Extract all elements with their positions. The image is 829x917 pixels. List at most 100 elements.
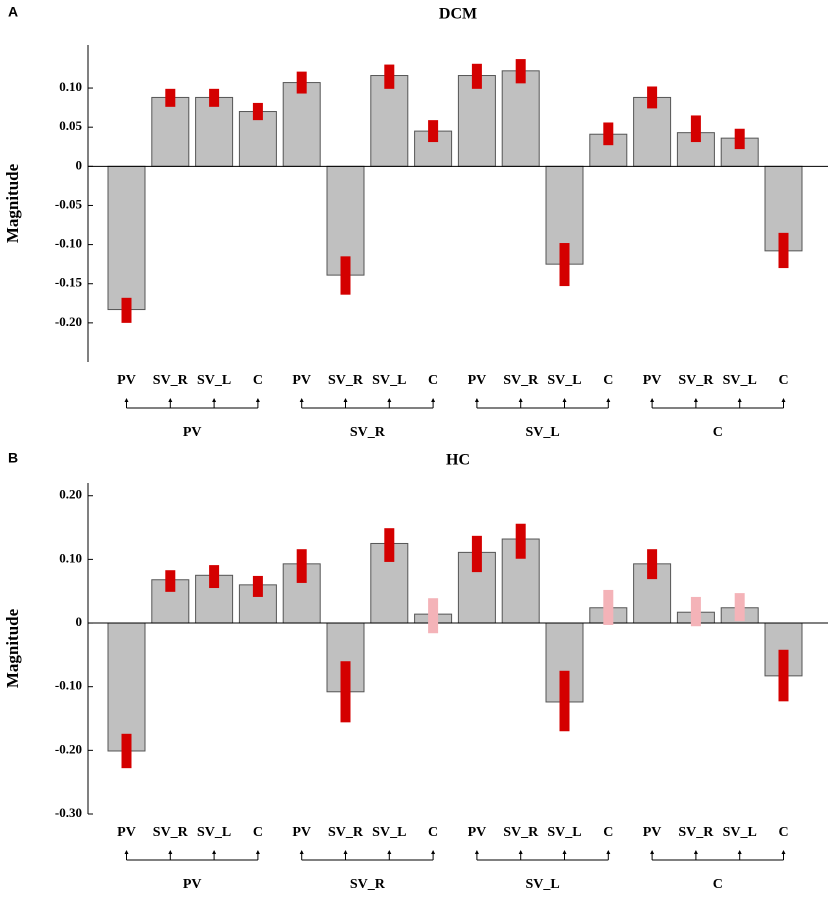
error-bar xyxy=(209,565,220,589)
error-bar xyxy=(384,64,395,89)
bar xyxy=(107,622,146,752)
error-bar xyxy=(515,59,526,84)
x-tick-label: SV_R xyxy=(678,373,714,388)
y-axis-label: Magnitude xyxy=(3,608,22,688)
error-bar xyxy=(340,256,351,295)
bar xyxy=(457,75,496,167)
x-tick-label: C xyxy=(253,825,263,840)
x-tick-label: SV_L xyxy=(547,825,581,840)
error-bar xyxy=(647,549,658,580)
group-label: C xyxy=(713,425,723,440)
x-tick-label: C xyxy=(778,825,788,840)
x-tick-label: SV_L xyxy=(372,825,406,840)
x-tick-label: PV xyxy=(468,373,487,388)
bracket-arrowhead xyxy=(474,850,479,854)
x-tick-label: SV_R xyxy=(153,373,189,388)
x-tick-label: SV_L xyxy=(197,373,231,388)
y-tick-label: 0.05 xyxy=(59,118,82,133)
bar xyxy=(238,111,277,167)
panel-label: B xyxy=(8,450,18,466)
x-tick-label: SV_R xyxy=(503,373,539,388)
x-tick-label: C xyxy=(253,373,263,388)
error-bar xyxy=(165,88,176,107)
bracket-arrowhead xyxy=(693,398,698,402)
bracket-arrowhead xyxy=(168,850,173,854)
y-axis-label: Magnitude xyxy=(3,163,22,243)
error-bar xyxy=(252,102,263,121)
x-tick-label: SV_L xyxy=(197,825,231,840)
y-tick-label: -0.20 xyxy=(55,314,82,329)
error-bar xyxy=(296,549,307,583)
x-tick-label: SV_R xyxy=(503,825,539,840)
bracket-arrowhead xyxy=(343,850,348,854)
x-tick-label: C xyxy=(428,825,438,840)
y-tick-label: -0.10 xyxy=(55,236,82,251)
bar xyxy=(282,82,321,167)
x-tick-label: SV_L xyxy=(547,373,581,388)
bracket-arrowhead xyxy=(518,850,523,854)
bracket-arrowhead xyxy=(387,398,392,402)
bar xyxy=(151,96,190,167)
error-bar xyxy=(603,589,614,625)
bracket-arrowhead xyxy=(781,850,786,854)
bracket-arrowhead xyxy=(255,398,260,402)
x-tick-label: SV_L xyxy=(372,373,406,388)
bracket-arrowhead xyxy=(693,850,698,854)
x-tick-label: C xyxy=(603,373,613,388)
bracket-arrowhead xyxy=(124,398,129,402)
x-tick-label: PV xyxy=(468,825,487,840)
bracket-arrowhead xyxy=(431,398,436,402)
bracket-arrowhead xyxy=(212,398,217,402)
error-bar xyxy=(296,71,307,94)
bracket-arrowhead xyxy=(518,398,523,402)
bar xyxy=(107,165,146,311)
bar xyxy=(370,75,409,167)
bracket-arrowhead xyxy=(562,850,567,854)
error-bar xyxy=(384,528,395,562)
x-tick-label: PV xyxy=(643,825,662,840)
bracket-arrowhead xyxy=(387,850,392,854)
error-bar xyxy=(340,661,351,723)
error-bar xyxy=(471,63,482,89)
bracket-arrowhead xyxy=(474,398,479,402)
x-tick-label: PV xyxy=(292,825,311,840)
x-tick-label: SV_L xyxy=(723,825,757,840)
x-tick-label: PV xyxy=(292,373,311,388)
y-tick-label: -0.30 xyxy=(55,805,82,820)
y-tick-label: -0.05 xyxy=(55,196,83,211)
chart-title: DCM xyxy=(439,6,477,23)
error-bar xyxy=(121,297,132,323)
error-bar xyxy=(209,88,220,107)
panel-label: A xyxy=(8,4,18,20)
x-tick-label: SV_L xyxy=(723,373,757,388)
x-tick-label: PV xyxy=(643,373,662,388)
x-tick-label: C xyxy=(428,373,438,388)
bracket-arrowhead xyxy=(431,850,436,854)
error-bar xyxy=(690,596,701,627)
error-bar xyxy=(559,670,570,732)
y-tick-label: 0.10 xyxy=(59,550,82,565)
bracket-arrowhead xyxy=(343,398,348,402)
x-tick-label: SV_R xyxy=(153,825,189,840)
x-tick-label: C xyxy=(778,373,788,388)
bracket-arrowhead xyxy=(737,398,742,402)
error-bar xyxy=(515,523,526,559)
group-label: SV_R xyxy=(350,425,386,440)
error-bar xyxy=(252,575,263,597)
error-bar xyxy=(471,535,482,573)
bracket-arrowhead xyxy=(737,850,742,854)
x-tick-label: PV xyxy=(117,373,136,388)
x-tick-label: SV_R xyxy=(328,373,364,388)
group-label: SV_L xyxy=(525,425,559,440)
group-label: PV xyxy=(183,425,202,440)
y-tick-label: 0 xyxy=(76,614,83,629)
bracket-arrowhead xyxy=(299,398,304,402)
bracket-arrowhead xyxy=(299,850,304,854)
chart-title: HC xyxy=(446,452,470,469)
group-label: SV_L xyxy=(525,877,559,892)
error-bar xyxy=(428,120,439,143)
error-bar xyxy=(778,649,789,702)
bracket-arrowhead xyxy=(650,398,655,402)
y-tick-label: -0.10 xyxy=(55,678,82,693)
